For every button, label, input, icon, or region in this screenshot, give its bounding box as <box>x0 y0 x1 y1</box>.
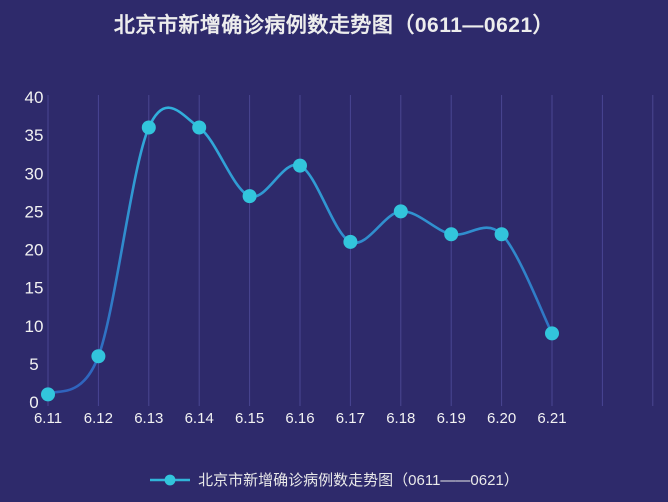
data-point-6.13[interactable] <box>141 120 156 135</box>
data-point-6.19[interactable] <box>444 227 459 242</box>
y-axis-label: 10 <box>25 317 44 336</box>
data-point-6.11[interactable] <box>41 387 55 402</box>
y-axis-label: 25 <box>25 202 44 221</box>
data-point-6.17[interactable] <box>343 234 358 249</box>
x-axis-label: 6.18 <box>386 410 415 427</box>
x-axis-label: 6.13 <box>134 410 163 427</box>
y-axis-label: 15 <box>25 279 44 298</box>
legend-line-marker-icon <box>150 474 191 485</box>
data-point-6.21[interactable] <box>545 326 559 341</box>
data-point-6.15[interactable] <box>242 189 257 204</box>
x-axis-label: 6.14 <box>185 410 214 427</box>
y-axis-label: 30 <box>25 164 44 183</box>
data-point-6.18[interactable] <box>393 204 408 219</box>
x-axis-label: 6.11 <box>34 410 62 427</box>
chart-title: 北京市新增确诊病例数走势图（0611—0621） <box>113 14 555 37</box>
legend-item[interactable]: 北京市新增确诊病例数走势图（0611——0621） <box>0 469 668 490</box>
x-axis-label: 6.19 <box>437 410 466 427</box>
x-axis-label: 6.12 <box>84 410 113 427</box>
y-axis-label: 5 <box>29 355 38 374</box>
data-point-6.16[interactable] <box>293 158 307 173</box>
x-axis-label: 6.16 <box>285 410 314 427</box>
x-axis-label: 6.17 <box>336 410 365 427</box>
x-axis-label: 6.15 <box>235 410 264 427</box>
data-point-6.20[interactable] <box>494 227 509 242</box>
y-axis-label: 40 <box>25 88 44 107</box>
data-point-6.14[interactable] <box>192 120 207 135</box>
legend-label: 北京市新增确诊病例数走势图（0611——0621） <box>198 472 519 489</box>
y-axis-label: 0 <box>29 393 38 412</box>
y-axis-label: 35 <box>25 126 44 145</box>
data-point-6.12[interactable] <box>91 349 106 364</box>
series-line <box>46 106 554 396</box>
x-axis-label: 6.21 <box>537 410 566 427</box>
y-axis-label: 20 <box>25 241 44 260</box>
x-axis-label: 6.20 <box>487 410 516 427</box>
